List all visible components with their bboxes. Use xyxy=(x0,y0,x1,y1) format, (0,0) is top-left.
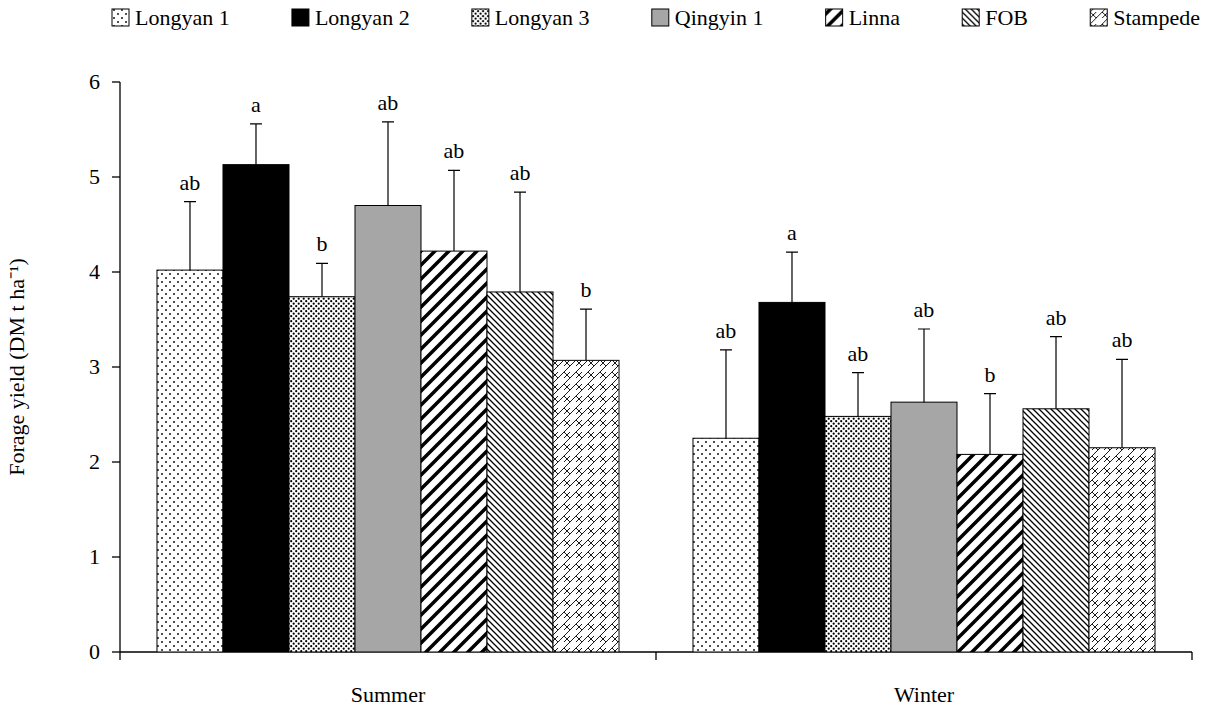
error-bar xyxy=(514,192,526,292)
legend-label: Longyan 2 xyxy=(315,5,410,30)
bar xyxy=(957,454,1023,652)
bar xyxy=(1023,409,1089,652)
bar xyxy=(223,165,289,652)
legend: Longyan 1 Longyan 2 Longyan 3 Qingyin 1 Linn… xyxy=(112,5,1200,30)
bar xyxy=(355,206,421,653)
y-tick-label: 0 xyxy=(89,639,100,664)
y-tick xyxy=(112,556,120,557)
error-bar xyxy=(918,329,930,402)
legend-item: Longyan 2 xyxy=(292,5,410,30)
legend-item: Longyan 1 xyxy=(112,5,230,30)
error-bar xyxy=(852,373,864,417)
x-tick xyxy=(1191,652,1192,660)
error-bar xyxy=(984,394,996,455)
significance-letter: ab xyxy=(914,297,935,322)
y-tick xyxy=(112,461,120,462)
legend-swatch xyxy=(472,9,489,26)
significance-letter: ab xyxy=(510,160,531,185)
bar xyxy=(289,297,355,652)
significance-letter: ab xyxy=(848,341,869,366)
letters: ababaabababababbababbab xyxy=(180,90,1133,387)
y-tick-label: 1 xyxy=(89,544,100,569)
legend-item: Stampede xyxy=(1090,5,1200,30)
legend-label: Stampede xyxy=(1113,5,1200,30)
legend-swatch xyxy=(112,9,129,26)
y-tick xyxy=(112,81,120,82)
significance-letter: b xyxy=(985,362,996,387)
y-tick-label: 6 xyxy=(89,69,100,94)
error-bar xyxy=(184,202,196,270)
error-bar xyxy=(1116,359,1128,447)
bar xyxy=(1089,448,1155,652)
legend-swatch xyxy=(962,9,979,26)
chart: 0 1 2 3 4 5 6 Summer Winter Forage yield (DM t ha… xyxy=(0,0,1208,710)
bar xyxy=(421,251,487,652)
legend-label: Qingyin 1 xyxy=(675,5,764,30)
legend-label: Longyan 1 xyxy=(135,5,230,30)
error-bar xyxy=(316,263,328,296)
y-tick-label: 2 xyxy=(89,449,100,474)
y-tick xyxy=(112,176,120,177)
x-tick xyxy=(655,652,656,660)
bar xyxy=(825,416,891,652)
legend-item: FOB xyxy=(962,5,1028,30)
legend-swatch xyxy=(292,9,309,26)
significance-letter: b xyxy=(581,277,592,302)
legend-swatch xyxy=(652,9,669,26)
error-bar xyxy=(448,170,460,251)
legend-label: FOB xyxy=(985,5,1028,30)
bar xyxy=(157,270,223,652)
legend-item: Longyan 3 xyxy=(472,5,590,30)
x-tick xyxy=(119,652,120,660)
significance-letter: ab xyxy=(716,318,737,343)
significance-letter: ab xyxy=(1112,327,1133,352)
y-tick xyxy=(112,366,120,367)
significance-letter: ab xyxy=(444,138,465,163)
y-tick-label: 3 xyxy=(89,354,100,379)
y-tick xyxy=(112,271,120,272)
bars xyxy=(157,122,1155,652)
legend-swatch xyxy=(826,9,843,26)
y-axis-label: Forage yield (DM t ha⁻¹) xyxy=(4,258,29,476)
bar xyxy=(693,438,759,652)
x-tick-label: Winter xyxy=(894,682,955,707)
bar xyxy=(553,360,619,652)
error-bar xyxy=(580,309,592,360)
error-bar xyxy=(250,124,262,165)
error-bar xyxy=(786,252,798,302)
significance-letter: ab xyxy=(378,90,399,115)
significance-letter: ab xyxy=(180,170,201,195)
bar xyxy=(891,402,957,652)
error-bar xyxy=(382,122,394,206)
legend-item: Linna xyxy=(826,5,901,30)
y-tick-label: 4 xyxy=(89,259,100,284)
legend-label: Longyan 3 xyxy=(495,5,590,30)
significance-letter: ab xyxy=(1046,305,1067,330)
significance-letter: a xyxy=(787,220,797,245)
bar xyxy=(487,292,553,652)
error-bar xyxy=(1050,337,1062,409)
x-tick-label: Summer xyxy=(351,682,426,707)
legend-label: Linna xyxy=(849,5,901,30)
legend-swatch xyxy=(1090,9,1107,26)
significance-letter: b xyxy=(316,231,327,256)
error-bar xyxy=(720,350,732,438)
bar xyxy=(759,302,825,652)
legend-item: Qingyin 1 xyxy=(652,5,764,30)
y-tick xyxy=(112,651,120,652)
significance-letter: a xyxy=(251,92,261,117)
y-tick-label: 5 xyxy=(89,164,100,189)
